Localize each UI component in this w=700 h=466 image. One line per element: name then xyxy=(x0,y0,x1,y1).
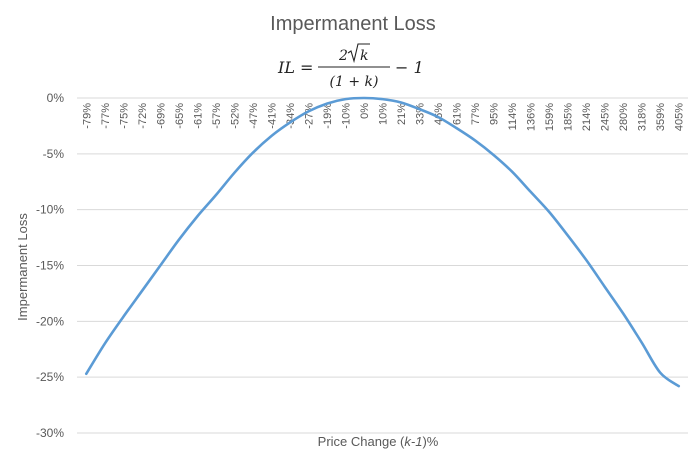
x-tick-label: -34% xyxy=(285,103,297,129)
x-tick-label: 95% xyxy=(489,103,501,125)
x-axis-label: Price Change (k-1)% xyxy=(318,434,439,449)
x-tick-label: -69% xyxy=(155,103,167,129)
x-tick-label: -61% xyxy=(192,103,204,129)
formula-numerator-radicand: k xyxy=(360,48,368,64)
y-axis-ticks: 0% -5% -10% -15% -20% -25% -30% xyxy=(36,91,64,440)
x-tick-label: -10% xyxy=(340,103,352,129)
sqrt-symbol xyxy=(347,43,370,64)
chart-title: Impermanent Loss xyxy=(270,13,436,35)
y-axis-label: Impermanent Loss xyxy=(15,213,30,321)
x-tick-label: -41% xyxy=(266,103,278,129)
y-tick-label: -30% xyxy=(36,426,64,440)
x-tick-label: 136% xyxy=(526,103,538,131)
formula-lhs: IL xyxy=(277,58,295,77)
y-tick-label: -10% xyxy=(36,203,64,217)
y-tick-label: -15% xyxy=(36,259,64,273)
x-tick-label: 114% xyxy=(507,103,519,131)
x-tick-label: -27% xyxy=(303,103,315,129)
x-tick-label: -57% xyxy=(211,103,223,129)
series-group xyxy=(84,96,681,388)
series-line xyxy=(84,96,681,388)
x-tick-label: 21% xyxy=(396,103,408,125)
x-tick-label: 61% xyxy=(452,103,464,125)
formula-denominator: (1 + k) xyxy=(330,74,379,90)
x-axis-ticks: -79% -77% -75% -72% -69% -65% -61% -57% -52% -47%… xyxy=(81,103,685,131)
x-tick-label: -47% xyxy=(248,103,260,129)
x-axis-label-italic: k-1 xyxy=(404,434,422,449)
x-tick-label: -52% xyxy=(229,103,241,129)
x-axis-label-pre: Price Change ( xyxy=(318,434,405,449)
x-tick-label: 405% xyxy=(674,103,686,131)
x-axis-label-post: )% xyxy=(422,434,438,449)
x-tick-label: 245% xyxy=(600,103,612,131)
gridlines xyxy=(77,97,688,434)
x-tick-label: -72% xyxy=(137,103,149,129)
x-tick-label: 33% xyxy=(415,103,427,125)
x-tick-label: 77% xyxy=(470,103,482,125)
x-tick-label: 280% xyxy=(618,103,630,131)
formula-equals: = xyxy=(300,58,313,77)
y-tick-label: -20% xyxy=(36,314,64,328)
x-tick-label: 10% xyxy=(378,103,390,125)
x-tick-label: 185% xyxy=(563,103,575,131)
x-tick-label: 359% xyxy=(655,103,667,131)
x-tick-label: 214% xyxy=(581,103,593,131)
x-tick-label: -65% xyxy=(174,103,186,129)
x-tick-label: 46% xyxy=(433,103,445,125)
x-tick-label: 159% xyxy=(544,103,556,131)
formula-tail: − 1 xyxy=(395,58,424,77)
formula: IL = 2 k (1 + k) − 1 xyxy=(277,43,424,90)
x-tick-label: -19% xyxy=(322,103,334,129)
x-tick-label: -75% xyxy=(118,103,130,129)
x-tick-label: 0% xyxy=(359,103,371,119)
x-tick-label: -77% xyxy=(100,103,112,129)
x-tick-label: -79% xyxy=(81,103,93,129)
y-tick-label: -5% xyxy=(43,147,65,161)
formula-numerator-coefficient: 2 xyxy=(338,48,348,64)
x-tick-label: 318% xyxy=(637,103,649,131)
y-tick-label: -25% xyxy=(36,370,64,384)
y-tick-label: 0% xyxy=(47,91,65,105)
